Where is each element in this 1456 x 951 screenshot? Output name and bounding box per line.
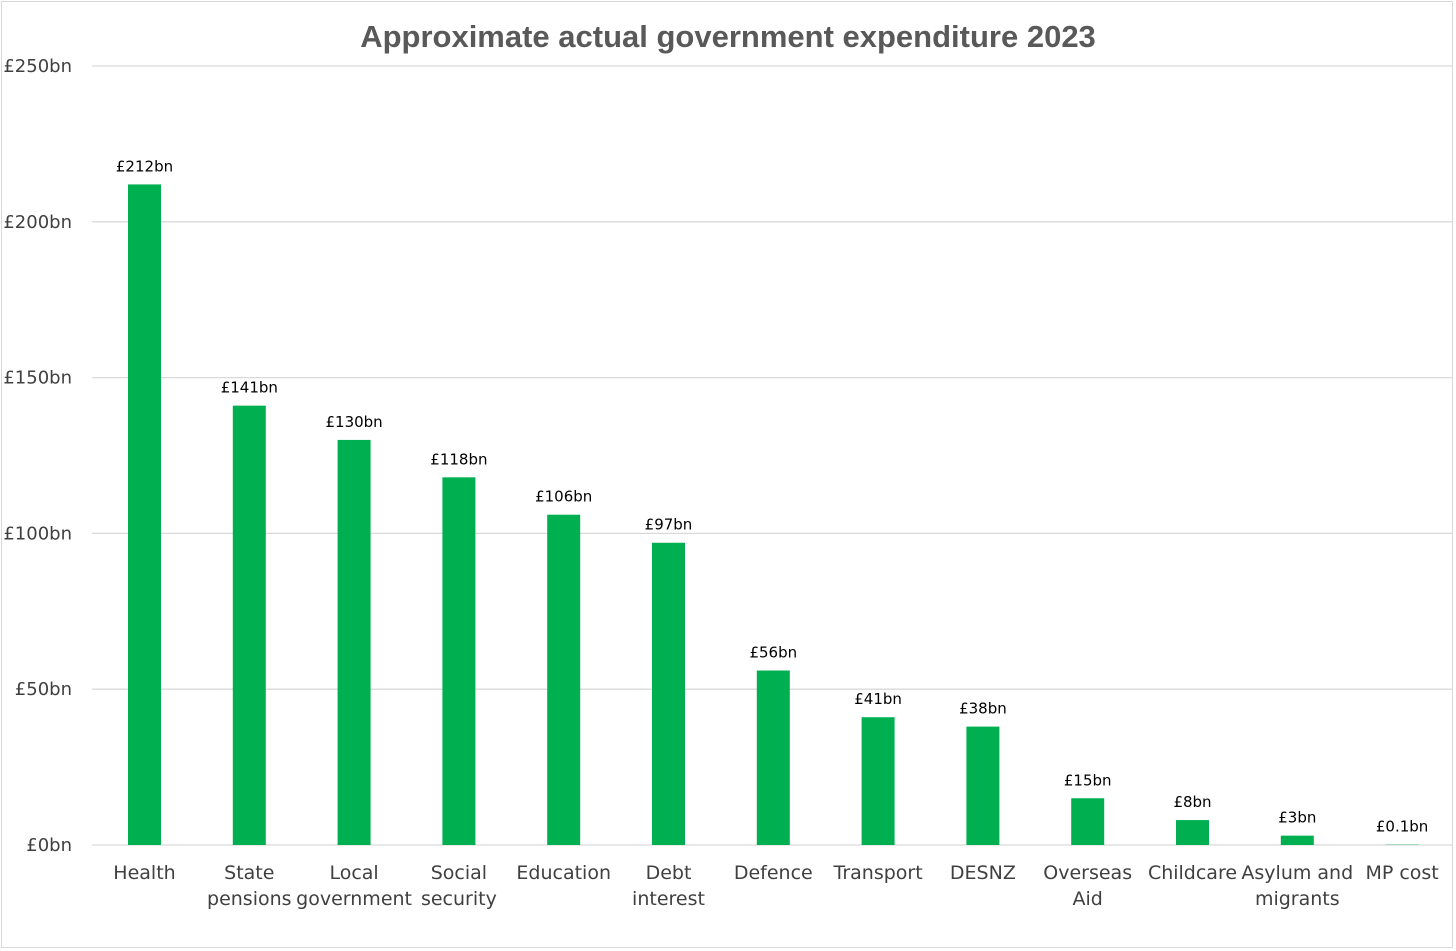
data-label: £97bn — [645, 516, 693, 534]
data-label: £38bn — [959, 700, 1007, 718]
data-label: £106bn — [535, 488, 592, 506]
bar — [337, 439, 371, 845]
y-tick-label: £0bn — [26, 835, 72, 856]
bar — [232, 405, 266, 845]
bar — [1176, 820, 1209, 845]
bar — [1280, 835, 1314, 845]
category-label: Asylum and migrants — [1241, 862, 1353, 910]
data-label: £141bn — [221, 379, 278, 397]
category-label: Health — [113, 862, 175, 884]
data-label: £212bn — [116, 157, 173, 175]
data-label: £15bn — [1064, 771, 1112, 789]
category-label: MP cost — [1365, 862, 1438, 884]
category-label: Social security — [421, 862, 497, 910]
bar — [1071, 798, 1105, 845]
category-label: DESNZ — [950, 862, 1016, 884]
bar — [966, 726, 1000, 845]
gridlines — [92, 65, 1452, 846]
data-label: £3bn — [1278, 809, 1316, 827]
category-label: Childcare — [1148, 862, 1237, 884]
data-label: £41bn — [854, 690, 902, 708]
category-label: Overseas Aid — [1043, 862, 1132, 910]
y-tick-label: £250bn — [3, 56, 72, 77]
category-label: Education — [516, 862, 611, 884]
data-label: £118bn — [430, 450, 487, 468]
bar — [442, 477, 476, 845]
bar — [128, 184, 161, 845]
category-label: Defence — [734, 862, 813, 884]
data-label: £0.1bn — [1376, 818, 1428, 836]
y-tick-label: £150bn — [3, 368, 72, 389]
data-label: £56bn — [749, 644, 797, 662]
chart-title: Approximate actual government expenditur… — [360, 19, 1096, 54]
bars — [128, 184, 1419, 845]
data-labels: £212bn £141bn £130bn £118bn £106bn £97bn £56bn… — [116, 157, 1428, 835]
y-tick-label: £50bn — [15, 679, 72, 700]
data-label: £130bn — [325, 413, 382, 431]
category-label: State pensions — [207, 862, 292, 910]
y-tick-label: £200bn — [3, 212, 72, 233]
bar — [547, 514, 581, 845]
y-axis-ticks: £0bn £50bn £100bn £150bn £200bn £250bn — [3, 56, 72, 856]
category-label: Local government — [296, 862, 412, 910]
bar — [652, 542, 685, 845]
bar — [861, 717, 895, 845]
y-tick-label: £100bn — [3, 523, 72, 544]
data-label: £8bn — [1173, 793, 1211, 811]
category-label: Transport — [833, 862, 923, 884]
category-label: Debt interest — [632, 862, 705, 910]
bar — [756, 670, 790, 845]
